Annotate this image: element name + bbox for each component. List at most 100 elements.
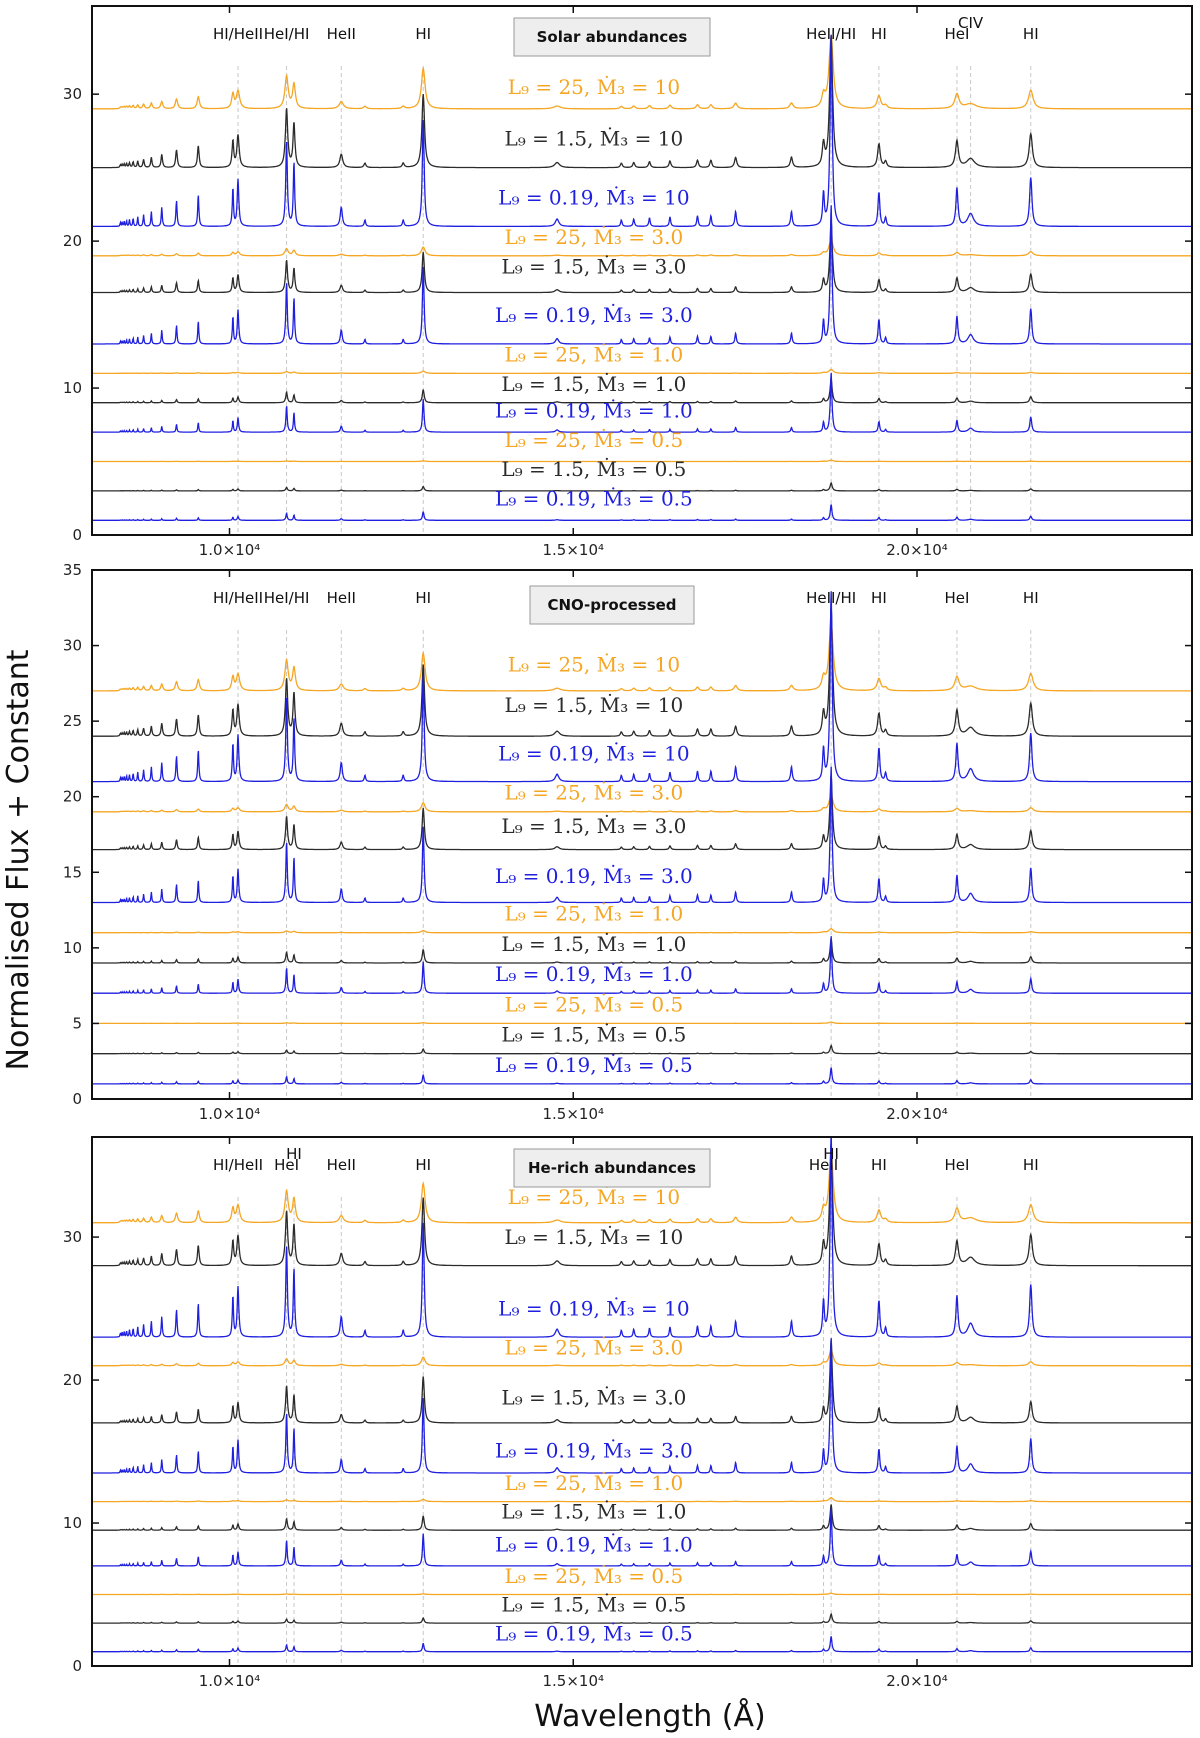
spectrum-line-5 (92, 774, 1192, 851)
series-label-7: L₉ = 25, Ṁ₃ = 1.0 (505, 343, 684, 367)
line-marker-label-3: HeII (327, 25, 356, 43)
spectrum-line-2 (92, 34, 1192, 169)
y-axis-label: Normalised Flux + Constant (1, 649, 36, 1070)
spectrum-line-7 (92, 1497, 1192, 1503)
panel-1: L₉ = 25, Ṁ₃ = 10 L₉ = 1.5, Ṁ₃ = 10 L₉ = 0.… (63, 5, 1193, 559)
y-tick-label-3: 10 (63, 939, 82, 957)
line-marker-label-5: HeII/HI (806, 25, 856, 43)
spectrum-line-3 (92, 591, 1192, 783)
x-tick-label-2: 1.5×10⁴ (542, 1672, 604, 1690)
x-tick-label-1: 1.0×10⁴ (199, 1105, 261, 1123)
series-label-4: L₉ = 25, Ṁ₃ = 3.0 (505, 1335, 684, 1359)
line-marker-label-1: HI/HeII (213, 1156, 263, 1174)
series-label-3: L₉ = 0.19, Ṁ₃ = 10 (498, 741, 689, 765)
y-tick-label-4: 15 (63, 863, 82, 881)
line-marker-label-6: HI (871, 589, 887, 607)
panel-3: L₉ = 25, Ṁ₃ = 10 L₉ = 1.5, Ṁ₃ = 10 L₉ = 0.… (63, 1136, 1193, 1690)
series-label-8: L₉ = 1.5, Ṁ₃ = 1.0 (501, 932, 686, 956)
spectrum-line-7 (92, 368, 1192, 375)
spectrum-line-8 (92, 1504, 1192, 1531)
y-tick-label-1: 0 (72, 526, 82, 544)
series-label-5: L₉ = 1.5, Ṁ₃ = 3.0 (501, 254, 686, 278)
spectra-group (92, 591, 1192, 1085)
spectrum-line-8 (92, 938, 1192, 964)
panel-title-box (513, 17, 711, 57)
spectrum-line-5 (92, 219, 1192, 294)
series-label-11: L₉ = 1.5, Ṁ₃ = 0.5 (501, 1593, 686, 1617)
series-label-6: L₉ = 0.19, Ṁ₃ = 3.0 (495, 864, 693, 888)
panel-title: CNO-processed (547, 596, 676, 614)
series-label-6: L₉ = 0.19, Ṁ₃ = 3.0 (495, 1438, 693, 1462)
line-marker-label-1: HI/HeII (213, 25, 263, 43)
series-label-2: L₉ = 1.5, Ṁ₃ = 10 (505, 1225, 684, 1249)
panels: L₉ = 25, Ṁ₃ = 10 L₉ = 1.5, Ṁ₃ = 10 L₉ = 0.… (63, 5, 1193, 1690)
y-tick-label-8: 35 (63, 561, 82, 579)
y-tick-label-6: 25 (63, 712, 82, 730)
y-tick-label-2: 10 (63, 1514, 82, 1532)
plot-frame (91, 1136, 1193, 1667)
series-label-9: L₉ = 0.19, Ṁ₃ = 1.0 (495, 398, 693, 422)
spectrum-line-4 (92, 238, 1192, 257)
line-marker-label-6: HeII (809, 1156, 838, 1174)
spectrum-line-7 (92, 927, 1192, 934)
y-tick-label-4: 30 (63, 85, 82, 103)
y-tick-label-7: 30 (63, 637, 82, 655)
line-marker-label-2: HeI/HI (264, 25, 310, 43)
spectrum-line-12 (92, 1067, 1192, 1085)
spectrum-line-1 (92, 35, 1192, 110)
panel-title: Solar abundances (537, 28, 688, 46)
series-label-12: L₉ = 0.19, Ṁ₃ = 0.5 (495, 1053, 693, 1077)
line-marker-label-5: HI (415, 1156, 431, 1174)
panel-2: L₉ = 25, Ṁ₃ = 10 L₉ = 1.5, Ṁ₃ = 10 L₉ = 0.… (63, 561, 1193, 1123)
spectra-group (92, 1137, 1192, 1653)
spectrum-line-4 (92, 794, 1192, 813)
spectrum-line-6 (92, 766, 1192, 904)
line-marker-label-8: CIV (958, 14, 984, 32)
y-tick-label-2: 10 (63, 379, 82, 397)
spectrum-line-9 (92, 936, 1192, 994)
plot-frame (91, 5, 1193, 536)
series-label-3: L₉ = 0.19, Ṁ₃ = 10 (498, 1297, 689, 1321)
series-label-12: L₉ = 0.19, Ṁ₃ = 0.5 (495, 1621, 693, 1645)
spectrum-line-1 (92, 621, 1192, 692)
x-tick-label-3: 2.0×10⁴ (886, 1105, 948, 1123)
line-marker-label-2: HeI (274, 1156, 299, 1174)
series-label-8: L₉ = 1.5, Ṁ₃ = 1.0 (501, 372, 686, 396)
x-tick-label-3: 2.0×10⁴ (886, 1672, 948, 1690)
x-tick-label-1: 1.0×10⁴ (199, 541, 261, 559)
spectrum-line-12 (92, 1636, 1192, 1653)
line-marker-label-7: HeI (944, 25, 969, 43)
line-marker-label-1: HI/HeII (213, 589, 263, 607)
series-label-3: L₉ = 0.19, Ṁ₃ = 10 (498, 185, 689, 209)
line-marker-label-5: HeII/HI (806, 589, 856, 607)
panel-title-box (529, 585, 695, 625)
series-label-2: L₉ = 1.5, Ṁ₃ = 10 (505, 127, 684, 151)
line-marker-label-7: HeI (944, 589, 969, 607)
line-marker-label-7: HI (823, 1145, 839, 1163)
series-label-12: L₉ = 0.19, Ṁ₃ = 0.5 (495, 487, 693, 511)
series-label-5: L₉ = 1.5, Ṁ₃ = 3.0 (501, 814, 686, 838)
line-marker-label-9: HeI (944, 1156, 969, 1174)
series-label-1: L₉ = 25, Ṁ₃ = 10 (508, 75, 680, 99)
spectrum-line-2 (92, 1142, 1192, 1267)
spectrum-line-10 (92, 1021, 1192, 1025)
line-marker-label-8: HI (871, 1156, 887, 1174)
spectrum-line-6 (92, 1338, 1192, 1474)
series-label-10: L₉ = 25, Ṁ₃ = 0.5 (505, 992, 684, 1016)
y-tick-label-4: 30 (63, 1228, 82, 1246)
series-label-4: L₉ = 25, Ṁ₃ = 3.0 (505, 781, 684, 805)
series-label-10: L₉ = 25, Ṁ₃ = 0.5 (505, 1564, 684, 1588)
spectrum-line-9 (92, 372, 1192, 433)
series-label-8: L₉ = 1.5, Ṁ₃ = 1.0 (501, 1500, 686, 1524)
line-marker-label-10: HI (1023, 1156, 1039, 1174)
series-label-1: L₉ = 25, Ṁ₃ = 10 (508, 1185, 680, 1209)
spectrum-line-5 (92, 1339, 1192, 1424)
x-tick-label-2: 1.5×10⁴ (542, 541, 604, 559)
line-marker-label-4: HeII (327, 1156, 356, 1174)
plot-frame (91, 569, 1193, 1100)
series-label-11: L₉ = 1.5, Ṁ₃ = 0.5 (501, 1023, 686, 1047)
series-label-9: L₉ = 0.19, Ṁ₃ = 1.0 (495, 962, 693, 986)
spectra-group (92, 34, 1192, 521)
line-marker-label-4: HI (415, 25, 431, 43)
